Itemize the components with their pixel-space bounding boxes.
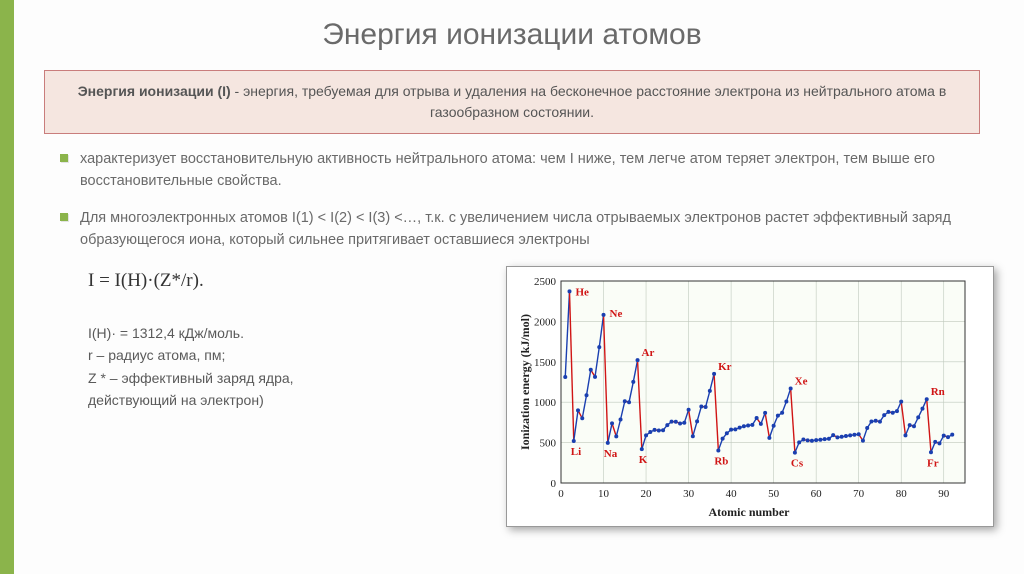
svg-text:Ne: Ne <box>610 308 623 320</box>
svg-text:80: 80 <box>896 488 908 500</box>
svg-text:60: 60 <box>811 488 823 500</box>
chart-svg: 0 500 1000 1500 2000 2500 0 10 20 30 40 50 60 70 80 90 H… <box>515 275 975 503</box>
bullet-text: характеризует восстановительную активнос… <box>80 148 964 193</box>
svg-text:2000: 2000 <box>534 316 557 328</box>
svg-text:30: 30 <box>683 488 695 500</box>
main-formula: I = I(H)·(Z*/r). <box>88 270 506 292</box>
svg-text:500: 500 <box>540 437 557 449</box>
svg-text:He: He <box>576 286 590 298</box>
bullet-text: Для многоэлектронных атомов I(1) < I(2) … <box>80 207 964 252</box>
page-title: Энергия ионизации атомов <box>0 0 1024 52</box>
svg-text:Rn: Rn <box>931 386 945 398</box>
svg-text:Cs: Cs <box>791 457 804 469</box>
svg-text:Kr: Kr <box>718 361 732 373</box>
definition-text: - энергия, требуемая для отрыва и удален… <box>231 83 947 120</box>
definition-box: Энергия ионизации (I) - энергия, требуем… <box>44 70 980 134</box>
x-axis-label: Atomic number <box>515 503 983 520</box>
accent-bar <box>0 0 14 574</box>
svg-text:10: 10 <box>598 488 610 500</box>
bullet-item: Для многоэлектронных атомов I(1) < I(2) … <box>60 207 964 252</box>
svg-text:90: 90 <box>938 488 950 500</box>
formula-column: I = I(H)·(Z*/r). I(H)· = 1312,4 кДж/моль… <box>0 266 506 527</box>
svg-text:40: 40 <box>726 488 738 500</box>
svg-text:Ionization energy (kJ/mol): Ionization energy (kJ/mol) <box>518 314 532 450</box>
param-line: Z * – эффективный заряд ядра, <box>88 367 506 389</box>
param-line: действующий на электрон) <box>88 389 506 411</box>
svg-text:0: 0 <box>558 488 564 500</box>
svg-text:50: 50 <box>768 488 780 500</box>
svg-text:K: K <box>639 454 648 466</box>
svg-text:Fr: Fr <box>927 457 939 469</box>
svg-text:Li: Li <box>571 446 581 458</box>
param-line: I(H)· = 1312,4 кДж/моль. <box>88 322 506 344</box>
bullet-list: характеризует восстановительную активнос… <box>60 148 964 252</box>
svg-text:20: 20 <box>641 488 653 500</box>
square-bullet-icon <box>60 154 68 162</box>
svg-text:1500: 1500 <box>534 357 557 369</box>
square-bullet-icon <box>60 213 68 221</box>
bullet-item: характеризует восстановительную активнос… <box>60 148 964 193</box>
svg-text:Rb: Rb <box>714 455 728 467</box>
svg-text:Ar: Ar <box>642 347 655 359</box>
definition-term: Энергия ионизации (I) <box>78 83 231 99</box>
svg-text:2500: 2500 <box>534 276 557 288</box>
param-line: r – радиус атома, пм; <box>88 344 506 366</box>
svg-text:1000: 1000 <box>534 397 557 409</box>
ionization-chart: 0 500 1000 1500 2000 2500 0 10 20 30 40 50 60 70 80 90 H… <box>506 266 994 527</box>
svg-text:0: 0 <box>551 478 557 490</box>
svg-text:70: 70 <box>853 488 865 500</box>
svg-text:Xe: Xe <box>795 375 808 387</box>
svg-text:Na: Na <box>604 448 618 460</box>
